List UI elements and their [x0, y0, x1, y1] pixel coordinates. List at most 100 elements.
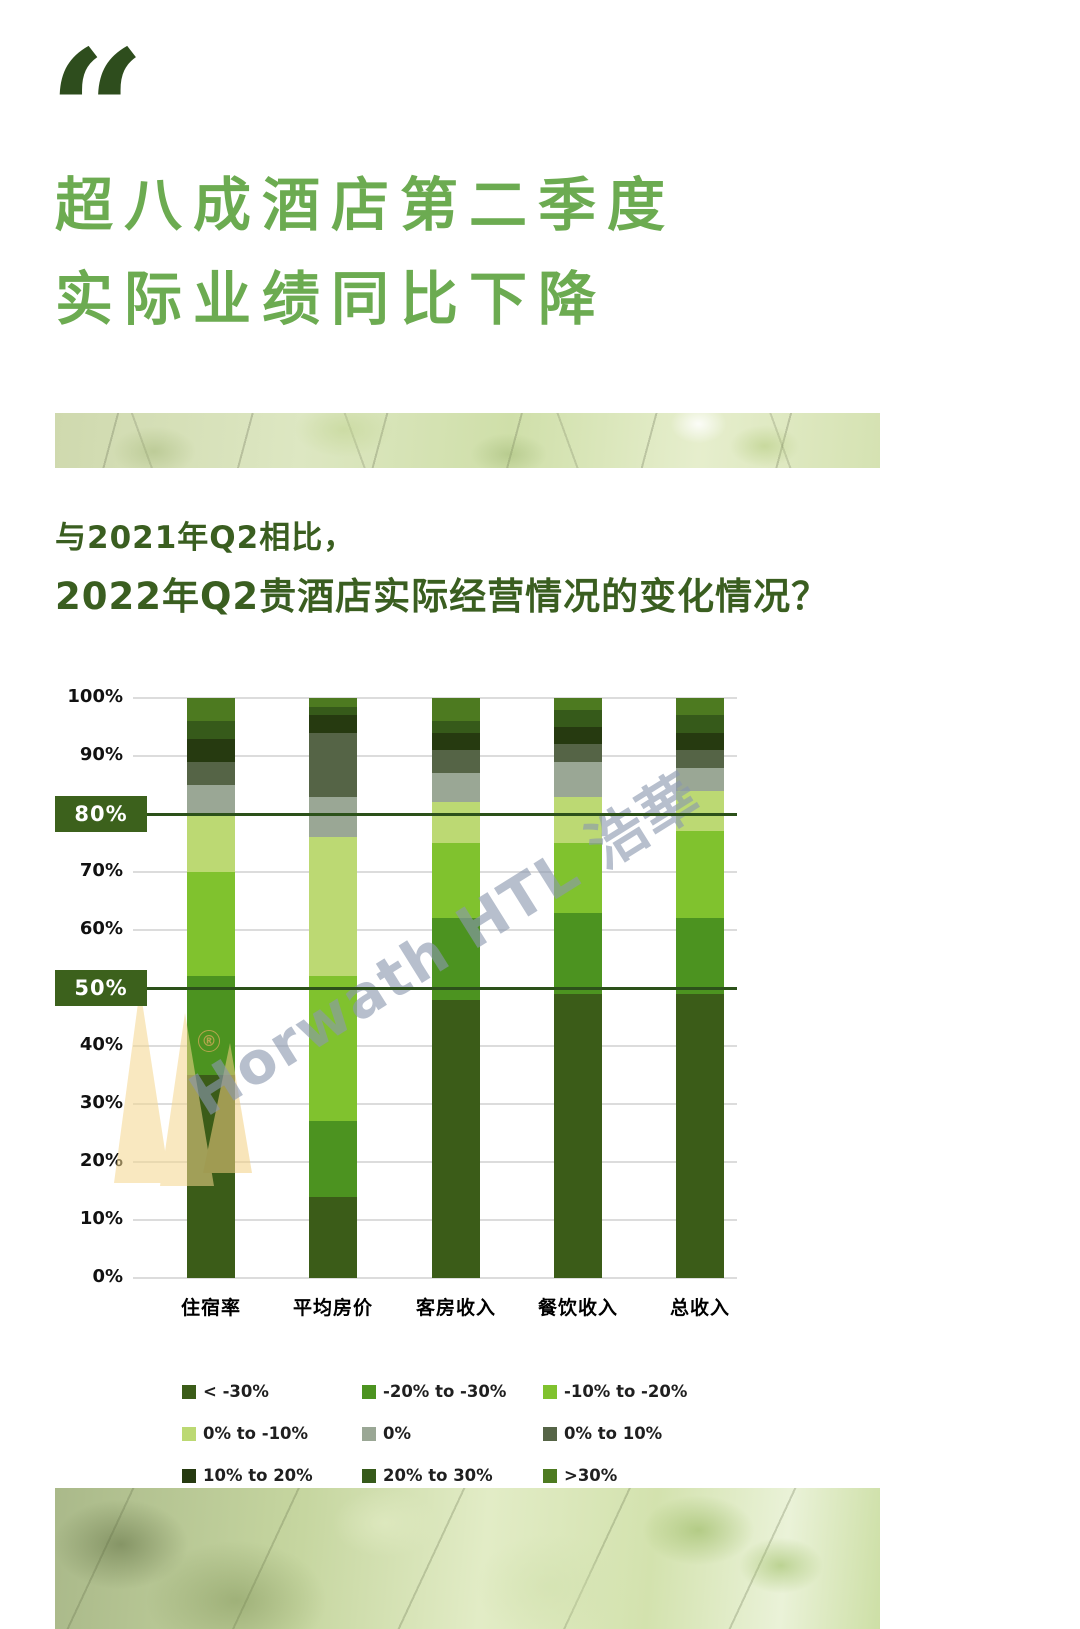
highlight-tick-label-50: 50%: [74, 976, 128, 1000]
highlight-tick-50: 50%: [55, 970, 147, 1006]
bar-segment: [432, 773, 480, 803]
y-axis-tick-90: 90%: [79, 744, 123, 765]
bar-segment: [187, 785, 235, 815]
y-axis-tick-10: 10%: [79, 1208, 123, 1229]
legend-label: 0%: [383, 1424, 412, 1443]
bar-segment: [187, 872, 235, 977]
bar-segment: [676, 715, 724, 733]
bar-segment: [309, 796, 357, 838]
leaf-photo-strip-top: [55, 413, 880, 468]
page-title-line2: 实际业绩同比下降: [55, 265, 608, 333]
bar-总收入: [676, 698, 724, 1278]
x-axis-label-客房收入: 客房收入: [415, 1297, 496, 1319]
gridline-0: [133, 1277, 737, 1279]
bar-segment: [309, 1196, 357, 1278]
bar-segment: [554, 912, 602, 994]
reference-line-50: [147, 986, 737, 990]
legend-swatch: [543, 1384, 557, 1399]
legend-item: < -30%: [182, 1382, 269, 1401]
leaf-photo-strip-bottom: [55, 1488, 880, 1629]
bar-segment: [309, 706, 357, 716]
legend-label: 0% to -10%: [203, 1424, 309, 1443]
chart-question-line2: 2022年Q2贵酒店实际经营情况的变化情况？: [55, 575, 830, 618]
bar-segment: [432, 999, 480, 1278]
registered-trademark-icon: ®: [198, 1030, 220, 1052]
bar-segment: [554, 843, 602, 913]
bar-segment: [676, 750, 724, 768]
stacked-bar-chart: 0% 10% 20% 30% 40% 60% 70% 90% 100% 住宿率 平均房价 客房收入 餐饮…: [0, 640, 1080, 1360]
gridline-100: [133, 697, 737, 699]
bar-住宿率: [187, 698, 235, 1278]
legend-label: 20% to 30%: [383, 1466, 493, 1485]
x-axis-label-总收入: 总收入: [669, 1297, 730, 1319]
legend-label: >30%: [564, 1466, 618, 1485]
bar-segment: [432, 750, 480, 774]
x-axis-label-餐饮收入: 餐饮收入: [537, 1297, 618, 1319]
legend-item: -10% to -20%: [543, 1382, 687, 1401]
bar-segment: [309, 715, 357, 733]
bar-segment: [432, 843, 480, 919]
bar-segment: [432, 721, 480, 733]
bar-segment: [309, 976, 357, 1122]
reference-line-80: [147, 812, 737, 816]
bar-segment: [676, 918, 724, 994]
bar-segment: [676, 698, 724, 716]
bar-segment: [554, 744, 602, 762]
page-title-line1: 超八成酒店第二季度: [55, 171, 677, 239]
y-axis-tick-40: 40%: [79, 1034, 123, 1055]
bar-segment: [554, 727, 602, 745]
legend-swatch: [182, 1426, 196, 1441]
bar-segment: [309, 732, 357, 797]
bar-客房收入: [432, 698, 480, 1278]
bar-segment: [187, 738, 235, 762]
highlight-tick-label-80: 80%: [74, 802, 128, 826]
legend-label: < -30%: [203, 1382, 269, 1401]
bar-segment: [554, 796, 602, 844]
bar-segment: [432, 918, 480, 1000]
bar-segment: [676, 790, 724, 832]
bar-segment: [309, 837, 357, 977]
legend-item: >30%: [543, 1466, 617, 1485]
legend-swatch: [543, 1468, 557, 1483]
legend-item: 20% to 30%: [362, 1466, 493, 1485]
bar-segment: [554, 709, 602, 728]
y-axis-tick-70: 70%: [79, 860, 123, 881]
legend-swatch: [543, 1426, 557, 1441]
legend-item: 0% to -10%: [182, 1424, 308, 1443]
y-axis-tick-60: 60%: [79, 918, 123, 939]
legend-label: -10% to -20%: [564, 1382, 688, 1401]
bar-segment: [187, 976, 235, 1075]
bar-segment: [432, 698, 480, 722]
bar-餐饮收入: [554, 698, 602, 1278]
bar-平均房价: [309, 698, 357, 1278]
bar-segment: [676, 831, 724, 919]
y-axis-tick-30: 30%: [79, 1092, 123, 1113]
legend-item: 10% to 20%: [182, 1466, 313, 1485]
legend-swatch: [182, 1468, 196, 1483]
y-axis-tick-0: 0%: [92, 1266, 123, 1287]
bar-segment: [309, 698, 357, 707]
bar-segment: [676, 993, 724, 1278]
y-axis-tick-20: 20%: [79, 1150, 123, 1171]
legend-label: -20% to -30%: [383, 1382, 507, 1401]
bar-segment: [187, 721, 235, 739]
bar-segment: [554, 698, 602, 710]
chart-question-line1: 与2021年Q2相比，: [55, 520, 356, 556]
legend-swatch: [362, 1426, 376, 1441]
legend-swatch: [362, 1468, 376, 1483]
legend-item: 0% to 10%: [543, 1424, 662, 1443]
bar-segment: [432, 802, 480, 844]
legend-label: 10% to 20%: [203, 1466, 313, 1485]
bar-segment: [554, 993, 602, 1278]
legend-item: -20% to -30%: [362, 1382, 506, 1401]
legend-label: 0% to 10%: [564, 1424, 663, 1443]
quote-icon: “: [48, 13, 146, 213]
legend-swatch: [182, 1384, 196, 1399]
legend-swatch: [362, 1384, 376, 1399]
highlight-tick-80: 80%: [55, 796, 147, 832]
bar-segment: [187, 761, 235, 786]
bar-segment: [676, 767, 724, 791]
bar-segment: [187, 698, 235, 722]
bar-segment: [309, 1121, 357, 1197]
